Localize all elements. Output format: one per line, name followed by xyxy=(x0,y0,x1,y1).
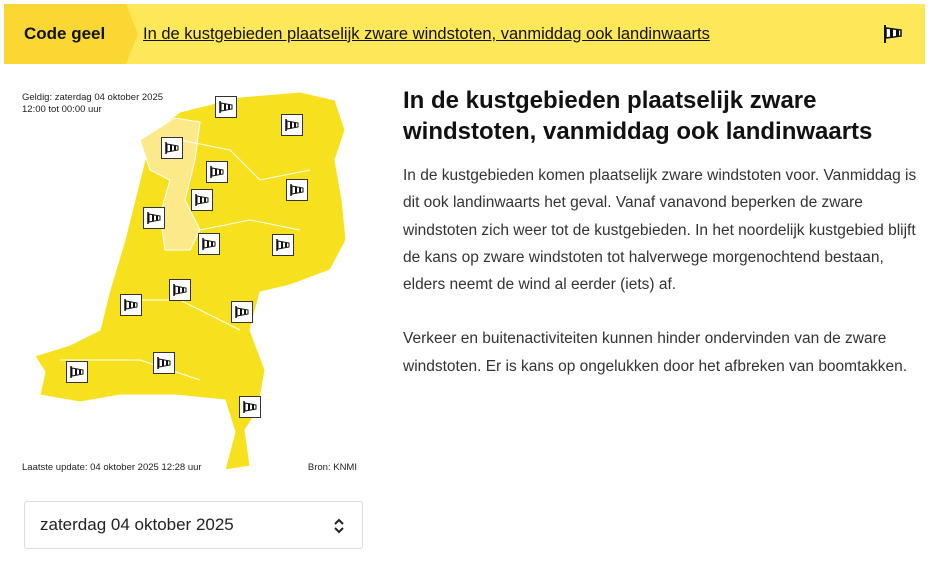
date-select[interactable]: zaterdag 04 oktober 2025 xyxy=(24,501,363,549)
warning-code: Code geel xyxy=(4,4,138,64)
windsock-icon xyxy=(286,179,308,201)
windsock-icon xyxy=(215,96,237,118)
warning-map: Geldig: zaterdag 04 oktober 2025 12:00 t… xyxy=(18,84,363,479)
windsock-icon xyxy=(206,161,228,183)
chevron-up-down-icon xyxy=(334,518,344,534)
windsock-icon xyxy=(231,301,253,323)
warning-headline-link[interactable]: In de kustgebieden plaatselijk zware win… xyxy=(143,24,710,43)
last-update: Laatste update: 04 oktober 2025 12:28 uu… xyxy=(22,462,202,473)
date-select-value: zaterdag 04 oktober 2025 xyxy=(40,515,234,534)
map-region-light xyxy=(139,117,201,251)
windsock-icon xyxy=(153,352,175,374)
windsock-icon xyxy=(191,189,213,211)
windsock-icon xyxy=(161,137,183,159)
windsock-icon xyxy=(120,294,142,316)
source: Bron: KNMI xyxy=(307,462,357,473)
windsock-icon xyxy=(169,279,191,301)
article-body: In de kustgebieden komen plaatselijk zwa… xyxy=(403,162,928,407)
article-title: In de kustgebieden plaatselijk zware win… xyxy=(403,87,873,145)
valid-date: Geldig: zaterdag 04 oktober 2025 xyxy=(22,92,164,103)
article-paragraph: In de kustgebieden komen plaatselijk zwa… xyxy=(403,167,917,294)
windsock-icon xyxy=(884,25,902,43)
article-paragraph: Verkeer en buitenactiviteiten kunnen hin… xyxy=(403,330,908,375)
warning-banner: Code geel In de kustgebieden plaatselijk… xyxy=(4,4,925,64)
windsock-icon xyxy=(198,233,220,255)
windsock-icon xyxy=(66,361,88,383)
valid-time: 12:00 tot 00:00 uur xyxy=(22,104,102,115)
windsock-icon xyxy=(143,207,165,229)
windsock-icon xyxy=(272,234,294,256)
windsock-icon xyxy=(239,396,261,418)
windsock-icon xyxy=(281,114,303,136)
